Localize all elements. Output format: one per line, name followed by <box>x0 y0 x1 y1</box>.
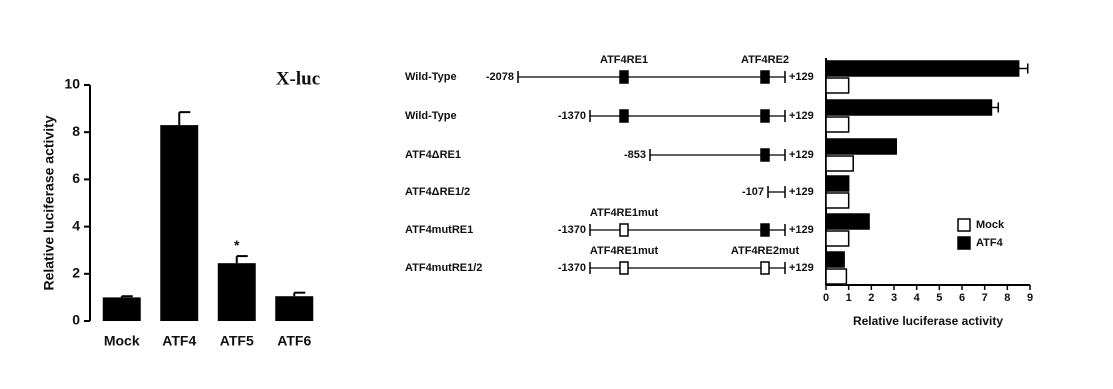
bar <box>825 155 854 172</box>
y-tick-label: 6 <box>72 170 80 186</box>
element-label: ATF4RE1 <box>600 54 648 66</box>
x-tick-label: 9 <box>1027 292 1033 304</box>
start-label: -1370 <box>558 110 586 122</box>
end-label: +129 <box>789 149 814 161</box>
bar <box>825 77 850 94</box>
construct-name: ATF4ΔRE1 <box>405 149 461 161</box>
x-tick-label: ATF4 <box>162 333 196 349</box>
bar <box>825 138 898 155</box>
start-label: -853 <box>624 149 646 161</box>
x-tick-label: 6 <box>959 292 965 304</box>
legend-label: Mock <box>976 219 1005 231</box>
element-label: ATF4RE2mut <box>731 245 800 257</box>
element-label: ATF4RE1mut <box>590 245 659 257</box>
x-tick-label: ATF5 <box>220 333 254 349</box>
end-label: +129 <box>789 262 814 274</box>
bar <box>825 116 850 133</box>
y-tick-label: 0 <box>72 312 80 328</box>
end-label: +129 <box>789 224 814 236</box>
bar <box>160 125 199 322</box>
bar <box>825 175 850 192</box>
bar <box>825 251 845 268</box>
legend-swatch <box>957 236 971 250</box>
significance-mark: * <box>234 237 240 253</box>
construct-name: ATF4mutRE1/2 <box>405 262 482 274</box>
legend-label: ATF4 <box>976 237 1004 249</box>
response-element <box>760 148 770 162</box>
element-label: ATF4RE2 <box>741 54 789 66</box>
bar <box>102 297 141 321</box>
bar <box>825 99 993 116</box>
construct-name: ATF4mutRE1 <box>405 224 473 236</box>
y-tick-label: 4 <box>72 217 80 233</box>
x-tick-label: Mock <box>104 333 140 349</box>
end-label: +129 <box>789 110 814 122</box>
bar <box>825 268 848 285</box>
response-element <box>619 223 629 237</box>
response-element <box>619 70 629 84</box>
x-tick-label: 2 <box>868 292 874 304</box>
response-element <box>760 261 770 275</box>
x-tick-label: 0 <box>823 292 829 304</box>
element-label: ATF4RE1mut <box>590 207 659 219</box>
bar <box>217 263 256 321</box>
bar <box>825 192 850 209</box>
end-label: +129 <box>789 186 814 198</box>
start-label: -107 <box>742 186 764 198</box>
y-tick-label: 10 <box>64 76 80 92</box>
construct-name: ATF4ΔRE1/2 <box>405 186 470 198</box>
bar <box>825 60 1020 77</box>
response-element <box>760 109 770 123</box>
y-tick-label: 2 <box>72 265 80 281</box>
bar <box>825 230 850 247</box>
end-label: +129 <box>789 71 814 83</box>
response-element <box>760 70 770 84</box>
annotation: X-luc <box>276 68 320 89</box>
start-label: -2078 <box>486 71 514 83</box>
start-label: -1370 <box>558 262 586 274</box>
x-tick-label: 3 <box>891 292 897 304</box>
x-axis-label: Relative luciferase activity <box>853 314 1003 328</box>
x-tick-label: 8 <box>1004 292 1010 304</box>
x-tick-label: ATF6 <box>277 333 311 349</box>
bar <box>825 213 870 230</box>
legend-swatch <box>957 218 971 232</box>
response-element <box>619 109 629 123</box>
y-tick-label: 8 <box>72 123 80 139</box>
x-tick-label: 4 <box>914 292 921 304</box>
x-tick-label: 7 <box>982 292 988 304</box>
x-tick-label: 1 <box>846 292 852 304</box>
response-element <box>760 223 770 237</box>
bar <box>275 296 314 321</box>
construct-name: Wild-Type <box>405 71 457 83</box>
start-label: -1370 <box>558 224 586 236</box>
response-element <box>619 261 629 275</box>
construct-name: Wild-Type <box>405 110 457 122</box>
x-tick-label: 5 <box>936 292 942 304</box>
y-axis-label: Relative luciferase activity <box>41 115 57 290</box>
